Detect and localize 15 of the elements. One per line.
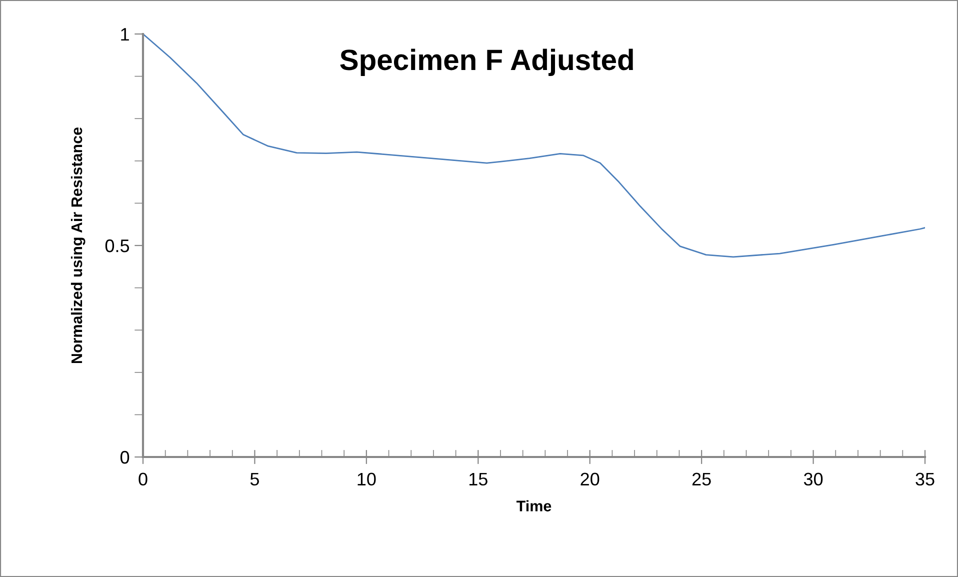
y-tick-label: 0.5 bbox=[105, 239, 130, 252]
x-tick-label: 20 bbox=[580, 472, 600, 486]
x-tick-label: 15 bbox=[469, 472, 488, 486]
chart-title: Specimen F Adjusted bbox=[340, 48, 633, 76]
x-tick-label: 0 bbox=[138, 472, 148, 486]
x-axis-title: Time bbox=[516, 500, 552, 512]
x-tick-label: 25 bbox=[692, 472, 711, 486]
y-tick-label: 1 bbox=[121, 28, 129, 41]
x-tick-label: 10 bbox=[358, 472, 376, 486]
x-tick-label: 35 bbox=[916, 472, 934, 486]
x-tick-label: 5 bbox=[250, 472, 259, 486]
y-axis-title: Normalized using Air Resistance bbox=[70, 127, 86, 364]
y-tick-label: 0 bbox=[120, 450, 130, 464]
x-tick-label: 30 bbox=[804, 472, 823, 486]
line-series bbox=[143, 34, 925, 258]
